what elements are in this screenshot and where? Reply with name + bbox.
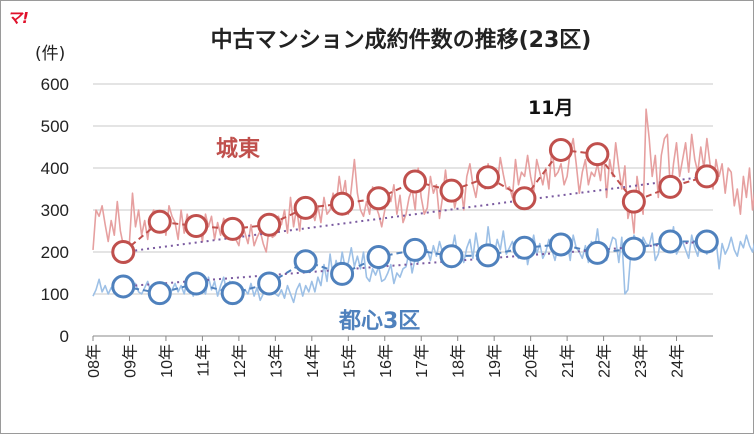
x-tick-label: 23年 [632, 344, 650, 378]
joto-november-point [475, 165, 500, 190]
november-connector-line [123, 240, 707, 295]
chart-title: 中古マンション成約件数の推移(23区) [211, 27, 592, 53]
x-axis-ticks: 08年 09年 10年 11年 12年 13年 14年 15年 16年 17年 18年 19年 20年 2… [85, 336, 687, 378]
toshin-november-point [694, 229, 719, 254]
y-tick-label: 400 [41, 159, 69, 178]
y-tick-label: 100 [41, 285, 69, 304]
x-tick-label: 20年 [523, 344, 541, 378]
joto-november-point [184, 213, 209, 238]
x-tick-label: 21年 [559, 344, 577, 378]
x-tick-label: 12年 [231, 344, 249, 378]
annotation-november: 11月 [528, 97, 573, 119]
x-tick-label: 15年 [340, 344, 358, 378]
joto-november-point [439, 178, 464, 203]
toshin-november-point [293, 249, 318, 274]
joto-november-point [220, 216, 245, 241]
x-tick-label: 11年 [194, 344, 212, 377]
y-tick-label: 600 [41, 75, 69, 94]
toshin-november-point [585, 240, 610, 265]
joto-november-point [147, 209, 172, 234]
joto-november-point [366, 186, 391, 211]
x-tick-label: 19年 [486, 344, 504, 378]
toshin-november-point [403, 237, 428, 262]
joto-november-point [658, 174, 683, 199]
joto-november-point [694, 164, 719, 189]
joto-november-point [548, 137, 573, 162]
gridlines [93, 83, 713, 337]
joto-november-point [512, 186, 537, 211]
toshin-november-point [184, 271, 209, 296]
x-tick-label: 14年 [304, 344, 322, 378]
toshin-november-point [366, 245, 391, 270]
y-axis-ticks: 0 100 200 300 400 500 600 [41, 75, 69, 346]
toshin-november-point [111, 274, 136, 299]
x-tick-label: 13年 [267, 344, 285, 378]
november-points [111, 137, 719, 306]
toshin-november-point [257, 271, 282, 296]
joto-november-point [330, 191, 355, 216]
y-tick-label: 500 [41, 117, 69, 136]
x-tick-label: 22年 [596, 344, 614, 378]
y-tick-label: 300 [41, 201, 69, 220]
joto-november-point [585, 142, 610, 167]
toshin-november-point [147, 281, 172, 306]
toshin-november-point [220, 281, 245, 306]
y-tick-label: 0 [60, 327, 69, 346]
toshin-november-point [621, 236, 646, 261]
x-tick-label: 18年 [450, 344, 468, 378]
joto-november-point [111, 240, 136, 264]
x-tick-label: 09年 [121, 344, 139, 378]
joto-november-point [621, 189, 646, 214]
joto-november-point [293, 195, 318, 220]
x-tick-label: 10年 [158, 344, 176, 378]
x-tick-label: 17年 [413, 344, 431, 378]
trend-line [123, 240, 707, 288]
toshin-november-point [475, 243, 500, 268]
toshin-november-point [439, 244, 464, 269]
joto-november-point [257, 212, 282, 237]
y-unit-label: (件) [35, 44, 65, 64]
x-tick-label: 16年 [377, 344, 395, 378]
toshin-november-point [330, 261, 355, 286]
y-tick-label: 200 [41, 243, 69, 262]
logo-mark: マ! [7, 9, 29, 27]
trend-line [123, 175, 707, 253]
joto-november-point [403, 169, 428, 194]
x-tick-label: 24年 [669, 344, 687, 378]
x-tick-label: 08年 [85, 344, 103, 378]
series-label-toshin: 都心3区 [338, 309, 420, 334]
toshin-november-point [512, 235, 537, 260]
toshin-november-point [658, 229, 683, 254]
series-label-joto: 城東 [216, 136, 260, 162]
toshin-november-point [548, 232, 573, 257]
